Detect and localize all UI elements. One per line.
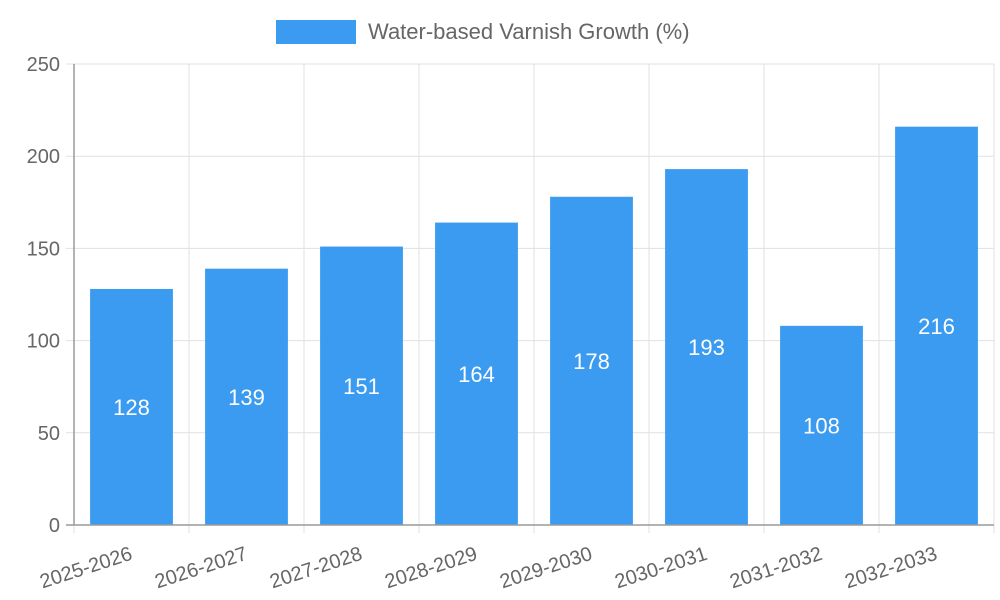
bar-value-label: 193: [688, 335, 725, 360]
y-tick-label: 100: [27, 331, 60, 353]
bar[interactable]: [780, 325, 863, 525]
legend[interactable]: Water-based Varnish Growth (%): [276, 19, 690, 44]
bar[interactable]: [320, 246, 403, 525]
bar-value-label: 178: [573, 349, 610, 374]
bar-value-label: 164: [458, 362, 495, 387]
y-tick-label: 0: [49, 515, 60, 537]
bars: [90, 126, 978, 526]
x-tick-label: 2030-2031: [612, 543, 710, 593]
y-axis-ticks: 0 50 100 150 200 250: [27, 54, 60, 537]
x-axis-ticks: 2025-2026 2026-2027 2027-2028 2028-2029 2029…: [37, 543, 940, 593]
y-tick-label: 150: [27, 238, 60, 260]
bar[interactable]: [435, 222, 518, 526]
x-tick-label: 2026-2027: [152, 543, 250, 593]
x-tick-label: 2028-2029: [382, 543, 480, 593]
bar-value-label: 139: [228, 385, 265, 410]
y-tick-label: 50: [38, 423, 60, 445]
legend-label: Water-based Varnish Growth (%): [368, 19, 690, 44]
x-tick-label: 2031-2032: [727, 543, 825, 593]
bar-value-label: 108: [803, 413, 840, 438]
legend-swatch: [276, 20, 356, 44]
bar[interactable]: [90, 288, 173, 525]
y-tick-label: 250: [27, 54, 60, 76]
bar[interactable]: [550, 196, 633, 525]
bar-labels: 128 139 151 164 178 193 108 216: [113, 314, 955, 439]
x-tick-label: 2032-2033: [842, 543, 940, 593]
x-tick-label: 2027-2028: [267, 543, 365, 593]
bar-value-label: 128: [113, 395, 150, 420]
bar-value-label: 216: [918, 314, 955, 339]
bar[interactable]: [205, 268, 288, 525]
bar[interactable]: [895, 126, 978, 526]
x-tick-label: 2025-2026: [37, 543, 135, 593]
x-tick-label: 2029-2030: [497, 543, 595, 593]
bar-value-label: 151: [343, 374, 380, 399]
y-tick-label: 200: [27, 146, 60, 168]
bar[interactable]: [665, 169, 748, 525]
